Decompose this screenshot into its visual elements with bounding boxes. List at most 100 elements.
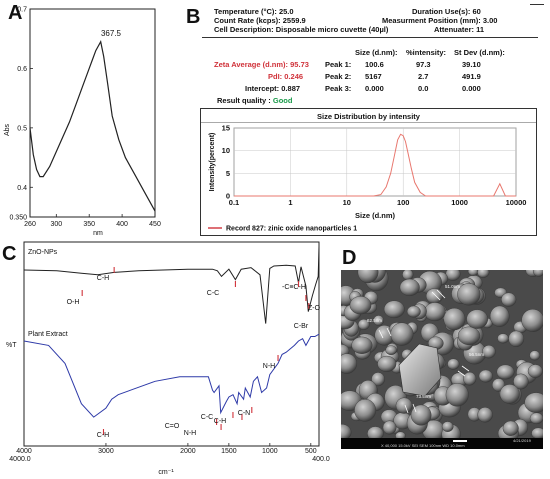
uv-vis-absorbance-line: [29, 39, 156, 212]
sem-particle: [443, 307, 466, 331]
sem-particle: [532, 270, 543, 277]
annot-oh: O-H: [67, 299, 80, 306]
ftir-plot-frame: [23, 241, 320, 447]
col-stdev-header: St Dev (d.nm):: [454, 48, 505, 57]
ftir-xlabel: cm⁻¹: [158, 469, 174, 476]
duration-value: 60: [472, 7, 481, 16]
peak-2-size: 5167: [365, 72, 382, 81]
sem-particle: [447, 358, 460, 370]
ftir-xtick-label: 1000: [262, 448, 278, 455]
sem-particle: [527, 364, 543, 378]
ftir-xtick-label: 2000: [180, 448, 196, 455]
peak-3-label: Peak 3:: [325, 84, 352, 93]
pdi-label: PdI:: [268, 72, 283, 81]
size-xtick-label: 1: [288, 198, 292, 207]
result-quality-label: Result quality :: [217, 96, 271, 105]
sem-particle: [399, 278, 420, 296]
uv-xtick-label: 300: [50, 221, 62, 228]
uv-ytick-label: 0.350: [9, 215, 27, 222]
sem-particle: [477, 407, 493, 423]
size-plot-frame: [233, 127, 517, 197]
annot-cbr: C-Br: [294, 323, 309, 330]
ftir-zno-line: [23, 245, 320, 324]
count-rate-label: Count Rate (kcps):: [214, 16, 281, 25]
uv-xtick-label: 260: [24, 221, 36, 228]
attenuator-label: Attenuater:: [434, 25, 475, 34]
uv-xtick-label: 350: [83, 221, 95, 228]
uv-xtick-label: 450: [149, 221, 161, 228]
sem-particle: [477, 270, 490, 278]
uv-ytick-label: 0.6: [17, 66, 27, 73]
ftir-xtick-label: 4000.0: [9, 456, 31, 463]
panel-b-label: B: [186, 6, 201, 28]
uv-xtick-label: 400: [116, 221, 128, 228]
peak-1-label: Peak 1:: [325, 60, 352, 69]
duration-label: Duration Use(s):: [412, 7, 471, 16]
sem-particle: [371, 372, 385, 387]
sem-particle: [395, 397, 413, 414]
size-xtick-label: 100: [397, 198, 410, 207]
sem-particle: [406, 305, 421, 318]
cell-description-value: Disposable micro cuvette (40µl): [275, 25, 389, 34]
size-xtick-label: 10: [343, 198, 351, 207]
ftir-ylabel: %T: [6, 342, 17, 349]
size-distribution-xlabel: Size (d.nm): [355, 211, 396, 220]
sem-date: 4/21/2019: [513, 438, 532, 443]
peak-1-intensity: 97.3: [416, 60, 431, 69]
sem-particle: [402, 270, 414, 281]
size-ytick-label: 0: [226, 192, 230, 201]
ftir-xtick-label: 4000: [16, 448, 32, 455]
annot-co: C=O: [165, 423, 180, 430]
sem-particle: [390, 322, 414, 346]
sem-particle: [499, 384, 520, 404]
annot-ch-bottom-2: C-H: [214, 418, 226, 425]
sem-particle: [529, 412, 543, 425]
size-ytick-label: 15: [222, 124, 230, 133]
temperature-value: 25.0: [278, 7, 294, 16]
sem-particle: [410, 404, 432, 426]
annot-cc-top: C-C: [207, 290, 219, 297]
sem-particle: [482, 344, 496, 359]
size-distribution-title: Size Distribution by intensity: [317, 112, 420, 121]
col-size-header: Size (d.nm):: [355, 48, 398, 57]
peak-1-size: 100.6: [365, 60, 384, 69]
sem-particle: [445, 383, 469, 407]
ftir-xtick-label: 1500: [221, 448, 237, 455]
size-xtick-label: 10000: [506, 198, 527, 207]
legend-label: Record 827: zinic oxide nanoparticles 1: [226, 226, 357, 233]
sem-particle: [508, 330, 525, 348]
sem-particle: [341, 353, 357, 374]
intercept-label: Intercept:: [245, 84, 280, 93]
header-divider: [202, 37, 538, 38]
sem-particle: [513, 373, 529, 390]
sem-particle: [441, 421, 454, 432]
pdi-value: 0.246: [284, 72, 304, 81]
sem-footer-text: X 40,000 15.0kV SEI SEM 100nm WD 10.0mm: [381, 443, 465, 448]
sem-particle: [529, 350, 541, 361]
uv-vis-xlabel: nm: [93, 230, 103, 237]
attenuator-value: 11: [476, 25, 485, 34]
sem-particle: [478, 369, 493, 383]
uv-vis-plot-frame: [29, 8, 156, 218]
sem-particle: [463, 371, 477, 386]
peak-2-intensity: 2.7: [418, 72, 429, 81]
sem-particle: [351, 336, 373, 354]
sem-scale-markers: [378, 289, 470, 414]
measurement-position-value: 3.00: [482, 16, 498, 25]
uv-vis-ylabel: Abs: [4, 123, 11, 136]
size-xtick-label: 0.1: [229, 198, 239, 207]
sem-particles: [341, 270, 543, 445]
count-rate-value: 2559.9: [282, 16, 306, 25]
panel-a-label: A: [8, 2, 23, 24]
sem-measure-4: 73.5nm: [416, 394, 431, 399]
sem-particle: [496, 364, 515, 380]
annot-zo: Z-O: [308, 305, 321, 312]
ftir-xtick-label: 500: [305, 448, 317, 455]
size-distribution-chart: 0.1 1 10 100 1000 10000 15 10 5 0 Intensity(perce…: [208, 124, 527, 233]
uv-ytick-label: 0.7: [17, 7, 27, 14]
sem-particle: [357, 270, 379, 284]
peak-3-size: 0.000: [365, 84, 384, 93]
peak-3-stdev: 0.000: [462, 84, 481, 93]
uv-vis-peak-label: 367.5: [101, 29, 122, 38]
